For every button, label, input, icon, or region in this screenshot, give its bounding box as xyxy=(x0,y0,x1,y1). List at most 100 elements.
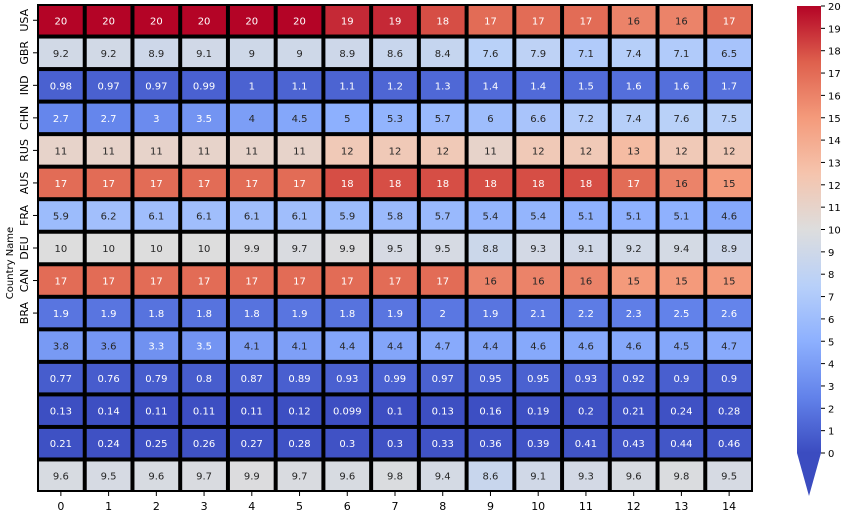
cell-value-label: 1 xyxy=(249,81,255,92)
heatmap-cell xyxy=(707,38,751,68)
cell-value-label: 0.24 xyxy=(97,439,119,450)
cell-value-label: 9.6 xyxy=(53,472,69,483)
heatmap-cell xyxy=(659,168,704,198)
heatmap-cell xyxy=(468,266,513,295)
heatmap-cell xyxy=(659,136,704,165)
heatmap-cell xyxy=(277,201,322,230)
heatmap-cell xyxy=(86,298,131,328)
cell-value-label: 0.99 xyxy=(193,81,215,92)
heatmap-cell xyxy=(86,71,131,100)
cell-value-label: 0.2 xyxy=(578,407,594,418)
cell-value-label: 0.9 xyxy=(673,374,689,385)
heatmap-cell xyxy=(86,461,131,490)
heatmap-cell xyxy=(182,136,226,165)
cell-value-label: 2.5 xyxy=(673,309,689,320)
cell-value-label: 4.7 xyxy=(435,342,451,353)
cell-value-label: 0.3 xyxy=(387,439,403,450)
heatmap-cell xyxy=(86,6,131,35)
heatmap-cell xyxy=(707,71,751,100)
cell-value-label: 5 xyxy=(344,114,350,125)
cell-value-label: 0.97 xyxy=(432,374,454,385)
heatmap-cell xyxy=(564,103,608,133)
cell-value-label: 9.9 xyxy=(244,244,260,255)
cell-value-label: 0.11 xyxy=(241,407,263,418)
heatmap-cell xyxy=(373,103,417,133)
heatmap-cell xyxy=(39,298,83,328)
cell-value-label: 1.8 xyxy=(244,309,260,320)
cell-value-label: 5.1 xyxy=(626,211,642,222)
cell-value-label: 0.1 xyxy=(387,407,403,418)
heatmap-cell xyxy=(277,168,322,198)
heatmap-cell xyxy=(707,6,751,35)
cell-value-label: 17 xyxy=(341,277,354,288)
cell-value-label: 3.6 xyxy=(101,342,117,353)
heatmap-cell xyxy=(611,103,656,133)
heatmap-cell xyxy=(420,428,465,458)
cell-value-label: 13 xyxy=(627,146,640,157)
cell-value-label: 9 xyxy=(249,49,255,60)
cell-value-label: 11 xyxy=(54,146,67,157)
cell-value-label: 1.6 xyxy=(673,81,689,92)
cell-value-label: 0.28 xyxy=(288,439,310,450)
heatmap-cell xyxy=(420,298,465,328)
cell-value-label: 4.6 xyxy=(530,342,546,353)
cell-value-label: 0.97 xyxy=(97,81,119,92)
colorbar-tick-label: 20 xyxy=(828,2,841,13)
heatmap-cell xyxy=(611,461,656,490)
x-tick-label: 6 xyxy=(344,500,351,513)
cell-value-label: 17 xyxy=(436,277,449,288)
heatmap-cell xyxy=(39,201,83,230)
cell-value-label: 17 xyxy=(150,179,163,190)
heatmap-cell xyxy=(611,136,656,165)
heatmap-cell xyxy=(86,233,131,263)
cell-value-label: 10 xyxy=(54,244,67,255)
x-tick-label: 0 xyxy=(57,500,64,513)
heatmap-cell xyxy=(134,363,179,393)
cell-value-label: 0.43 xyxy=(623,439,645,450)
heatmap-cell xyxy=(325,71,370,100)
heatmap-cell xyxy=(564,396,608,425)
cell-value-label: 11 xyxy=(293,146,306,157)
heatmap-cell xyxy=(182,103,226,133)
cell-value-label: 20 xyxy=(150,16,163,27)
cell-value-label: 1.1 xyxy=(339,81,355,92)
cell-value-label: 2.2 xyxy=(578,309,594,320)
heatmap-cell xyxy=(564,136,608,165)
heatmap-cell xyxy=(516,103,561,133)
cell-value-label: 4.4 xyxy=(339,342,355,353)
heatmap-cell xyxy=(707,266,751,295)
heatmap-cell xyxy=(516,71,561,100)
heatmap-cell xyxy=(134,298,179,328)
cell-value-label: 2.6 xyxy=(721,309,737,320)
heatmap-cell xyxy=(420,136,465,165)
heatmap-cell xyxy=(420,363,465,393)
cell-value-label: 0.16 xyxy=(479,407,501,418)
cell-value-label: 10 xyxy=(198,244,211,255)
heatmap-cell xyxy=(373,136,417,165)
heatmap-cell xyxy=(134,461,179,490)
heatmap-cell xyxy=(420,168,465,198)
heatmap-cell xyxy=(373,38,417,68)
cell-value-label: 9.3 xyxy=(578,472,594,483)
colorbar-extend-min xyxy=(797,453,821,496)
cell-value-label: 19 xyxy=(389,16,402,27)
cell-value-label: 1.8 xyxy=(196,309,212,320)
cell-value-label: 17 xyxy=(102,277,115,288)
colorbar-tick-label: 17 xyxy=(828,69,841,80)
heatmap-cell xyxy=(707,136,751,165)
heatmap-cell xyxy=(468,396,513,425)
heatmap-cell xyxy=(468,201,513,230)
colorbar-tick-label: 8 xyxy=(828,270,834,281)
cell-value-label: 8.4 xyxy=(435,49,451,60)
cell-value-label: 0.92 xyxy=(623,374,645,385)
cell-value-label: 17 xyxy=(198,277,211,288)
cell-value-label: 2.7 xyxy=(101,114,117,125)
heatmap-cell xyxy=(373,298,417,328)
heatmap-cell xyxy=(134,233,179,263)
heatmap-cell xyxy=(420,6,465,35)
cell-value-label: 0.27 xyxy=(241,439,263,450)
cell-value-label: 20 xyxy=(54,16,67,27)
x-tick-label: 10 xyxy=(531,500,545,513)
cell-value-label: 3 xyxy=(153,114,159,125)
colorbar-tick-label: 9 xyxy=(828,248,834,259)
